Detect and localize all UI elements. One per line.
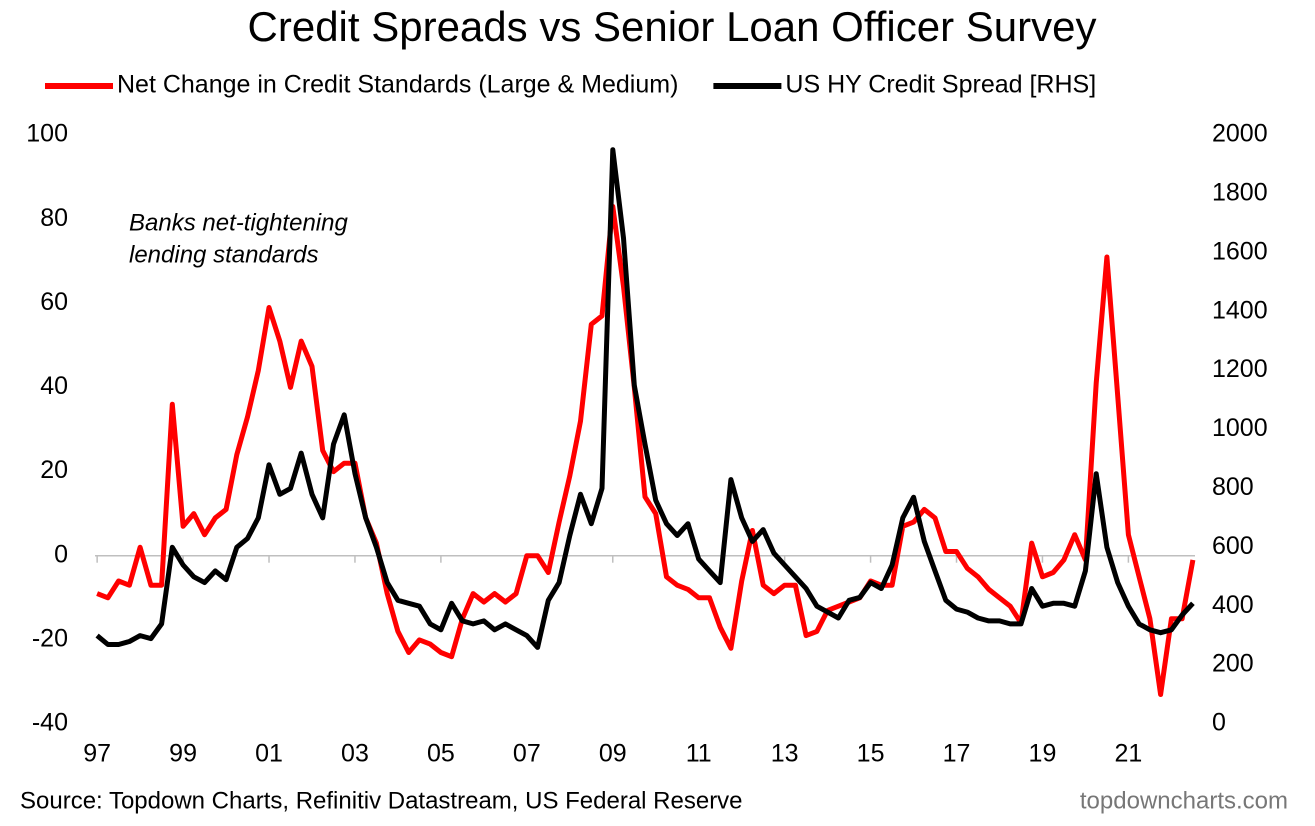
series-line [96, 204, 1196, 697]
y2-tick-label: 800 [1212, 473, 1254, 501]
y2-tick-label: 1800 [1212, 179, 1268, 207]
y-tick-label: 0 [54, 540, 68, 568]
x-tick-label: 97 [83, 740, 111, 768]
y2-tick-label: 0 [1212, 709, 1226, 737]
x-tick-label: 07 [513, 740, 541, 768]
x-tick-label: 09 [599, 740, 627, 768]
y-tick-label: 100 [26, 120, 68, 148]
x-tick-label: 03 [341, 740, 369, 768]
x-tick-label: 11 [686, 740, 712, 768]
y2-tick-label: 1200 [1212, 355, 1268, 383]
y2-tick-label: 2000 [1212, 120, 1268, 148]
x-tick-label: 15 [857, 740, 885, 768]
y2-tick-label: 1000 [1212, 414, 1268, 442]
annotation: Banks net-tightening [129, 209, 348, 236]
x-tick-label: 05 [427, 740, 455, 768]
x-tick-label: 21 [1114, 740, 1142, 768]
y-tick-label: 80 [40, 204, 68, 232]
watermark: topdowncharts.com [1080, 787, 1288, 814]
source: Source: Topdown Charts, Refinitiv Datast… [20, 787, 743, 814]
annotation: lending standards [129, 241, 318, 268]
y2-tick-label: 1600 [1212, 237, 1268, 265]
chart-title: Credit Spreads vs Senior Loan Officer Su… [248, 3, 1097, 50]
y2-tick-label: 400 [1212, 591, 1254, 619]
y-tick-label: 60 [40, 288, 68, 316]
y2-tick-label: 200 [1212, 650, 1254, 678]
y2-tick-label: 600 [1212, 532, 1254, 560]
legend-label: Net Change in Credit Standards (Large & … [117, 71, 678, 99]
x-tick-label: 99 [169, 740, 197, 768]
x-tick-label: 01 [255, 740, 283, 768]
x-tick-label: 17 [943, 740, 971, 768]
y-tick-label: 20 [40, 456, 68, 484]
x-tick-label: 19 [1029, 740, 1057, 768]
legend-label: US HY Credit Spread [RHS] [785, 71, 1096, 99]
y-tick-label: -20 [32, 624, 68, 652]
y2-tick-label: 1400 [1212, 296, 1268, 324]
series-line [95, 147, 1195, 650]
y-tick-label: -40 [32, 709, 68, 737]
y-tick-label: 40 [40, 372, 68, 400]
x-tick-label: 13 [771, 740, 799, 768]
